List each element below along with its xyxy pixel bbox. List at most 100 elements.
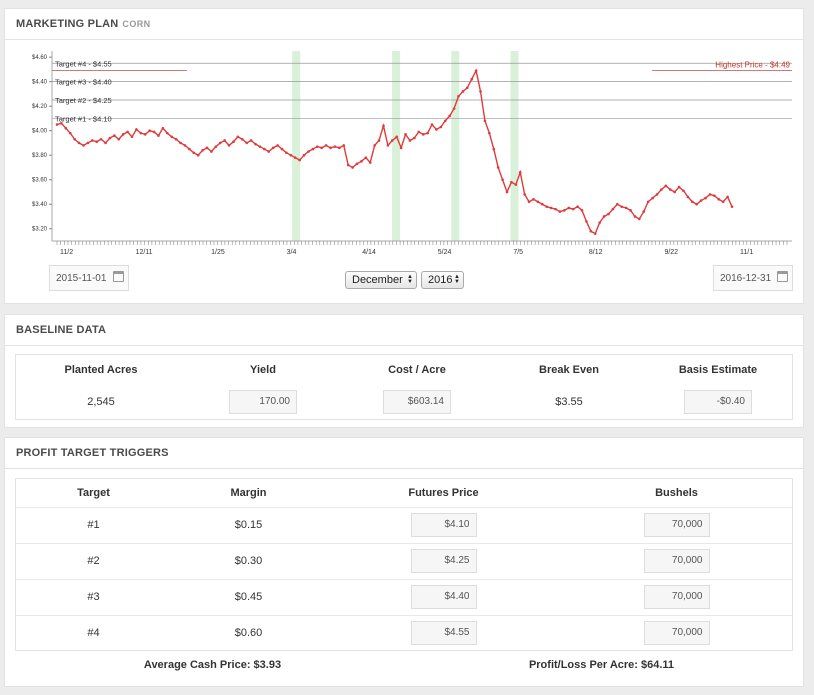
price-point	[135, 128, 138, 131]
table-row: #4 $0.60 $4.55 70,000	[16, 615, 792, 651]
x-tick-label: 1/25	[211, 249, 225, 256]
x-tick-label: 11/2	[60, 249, 73, 256]
price-point	[148, 129, 151, 132]
target-cell: #2	[87, 555, 100, 567]
highlight-band	[510, 51, 519, 241]
price-point	[492, 147, 496, 151]
price-point	[311, 147, 315, 151]
price-point	[470, 77, 474, 81]
price-point	[227, 144, 231, 147]
price-point	[289, 153, 293, 157]
price-point	[690, 200, 694, 204]
price-point	[174, 137, 178, 141]
header-break-even: Break Even	[539, 364, 599, 376]
price-point	[364, 156, 368, 159]
price-point	[121, 133, 125, 136]
calendar-icon	[113, 271, 124, 282]
price-point	[421, 133, 425, 136]
target-label: Target #4 - $4.55	[55, 59, 112, 68]
price-point	[223, 139, 226, 142]
price-point	[673, 190, 676, 194]
price-point	[214, 145, 218, 148]
profit-loss-per-acre: Profit/Loss Per Acre: $64.11	[528, 659, 675, 671]
price-point	[360, 160, 363, 163]
price-point	[726, 195, 729, 199]
price-point	[540, 202, 544, 206]
header-margin: Margin	[230, 486, 267, 499]
price-point	[315, 145, 319, 148]
bushels-input[interactable]: 70,000	[643, 585, 710, 609]
price-point	[721, 200, 725, 204]
price-point	[518, 171, 522, 174]
price-point	[439, 125, 443, 129]
price-point	[90, 139, 94, 142]
price-point	[615, 202, 619, 206]
price-point	[704, 196, 707, 200]
x-tick-label: 5/24	[438, 249, 452, 256]
price-point	[589, 229, 593, 233]
break-even-value: $3.55	[555, 396, 583, 408]
start-date-picker[interactable]: 2015-11-01	[49, 265, 129, 291]
price-point	[267, 150, 271, 153]
price-point	[108, 136, 112, 140]
price-point	[695, 202, 699, 206]
price-point	[448, 114, 451, 118]
price-point	[293, 156, 297, 159]
price-point	[386, 144, 390, 147]
baseline-header-row: Planted Acres Yield Cost / Acre Break Ev…	[16, 355, 792, 385]
futures-price-input[interactable]: $4.10	[410, 513, 477, 537]
price-point	[377, 139, 381, 142]
price-point	[302, 153, 306, 157]
price-point	[342, 144, 346, 147]
header-bushels: Bushels	[655, 486, 698, 499]
price-point	[646, 200, 650, 204]
price-point	[307, 150, 310, 153]
profit-target-panel: PROFIT TARGET TRIGGERS Target Margin Fut…	[4, 437, 804, 687]
price-point	[713, 194, 716, 197]
price-point	[152, 130, 156, 134]
yield-input[interactable]: 170.00	[229, 390, 297, 414]
price-series-line	[56, 68, 733, 235]
price-point	[580, 209, 584, 212]
end-date-picker[interactable]: 2016-12-31	[713, 265, 793, 291]
bushels-input[interactable]: 70,000	[643, 549, 710, 573]
target-label: Target #2 - $4.25	[55, 96, 112, 105]
y-tick-label: $3.20	[32, 227, 48, 233]
start-date-value: 2015-11-01	[56, 272, 107, 284]
price-point	[417, 130, 421, 134]
price-point	[677, 185, 681, 189]
futures-price-input[interactable]: $4.40	[410, 585, 477, 609]
highlight-band	[392, 51, 401, 241]
year-select[interactable]: 2016 ▲ ▼	[421, 271, 464, 289]
price-point	[655, 193, 659, 196]
price-point	[196, 153, 200, 157]
cost-acre-input[interactable]: $603.14	[383, 390, 451, 414]
price-point	[263, 147, 266, 151]
price-point	[373, 144, 376, 147]
target-cell: #3	[87, 591, 100, 603]
futures-price-input[interactable]: $4.55	[410, 621, 477, 646]
price-point	[276, 144, 279, 147]
header-basis-estimate: Basis Estimate	[678, 364, 758, 376]
price-point	[192, 151, 196, 155]
bushels-input[interactable]: 70,000	[643, 513, 710, 537]
price-point	[324, 144, 328, 147]
x-tick-label: 4/14	[362, 249, 376, 256]
futures-price-input[interactable]: $4.25	[410, 549, 477, 573]
x-tick-label: 7/5	[513, 249, 523, 256]
basis-estimate-input[interactable]: -$0.40	[684, 390, 752, 414]
marketing-plan-panel: MARKETING PLAN CORN $4.60 $4.40 $4.20 $4.00…	[4, 8, 804, 304]
triggers-header: PROFIT TARGET TRIGGERS	[5, 438, 803, 469]
price-point	[488, 131, 491, 135]
price-point	[298, 158, 301, 162]
price-point	[510, 180, 513, 184]
bushels-input[interactable]: 70,000	[643, 621, 710, 646]
price-point	[686, 195, 690, 199]
price-point	[413, 136, 416, 140]
month-select[interactable]: December ▲ ▼	[345, 271, 417, 289]
target-label: Target #3 - $4.40	[55, 78, 112, 87]
price-point	[505, 190, 509, 194]
price-point	[527, 200, 531, 204]
price-point	[611, 207, 615, 211]
price-point	[143, 133, 147, 136]
